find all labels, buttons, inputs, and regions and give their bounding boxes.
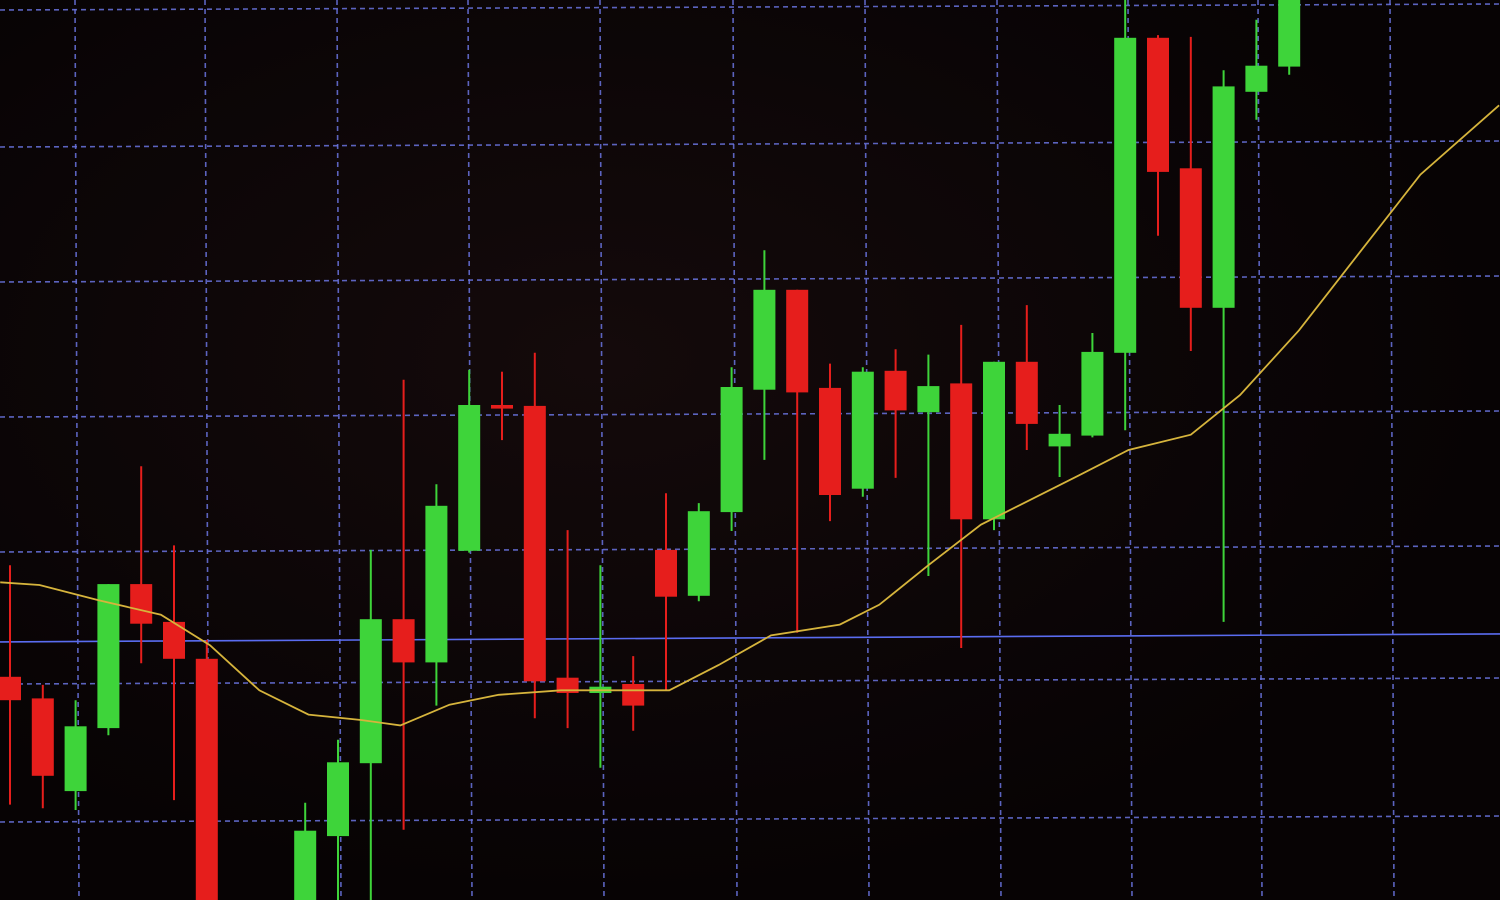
grid-line-vertical xyxy=(599,0,605,900)
candle-body xyxy=(655,549,677,597)
grid-line-horizontal xyxy=(0,140,1500,148)
grid-line-vertical xyxy=(1257,0,1263,900)
candle-body xyxy=(1147,37,1169,172)
candle-up xyxy=(1278,0,1301,75)
candle-down xyxy=(556,530,579,729)
candle-up xyxy=(720,367,743,531)
candle-body xyxy=(950,383,973,520)
candle-down xyxy=(786,289,809,633)
candle-body xyxy=(720,387,743,513)
candle-up xyxy=(97,584,120,736)
candle-up xyxy=(687,503,710,602)
candle-body xyxy=(1048,433,1071,447)
candle-up xyxy=(1212,70,1235,622)
candle-body xyxy=(556,677,579,693)
candle-up xyxy=(753,250,776,460)
candle-up xyxy=(589,565,612,768)
candle-body xyxy=(753,289,776,390)
candle-body xyxy=(97,584,120,729)
candle-up xyxy=(851,367,874,497)
candle-body xyxy=(1278,0,1301,67)
candle-body xyxy=(491,405,513,409)
candle-down xyxy=(0,565,21,805)
candle-up xyxy=(1245,19,1268,120)
candle-down xyxy=(655,493,677,691)
candle-body xyxy=(1081,351,1104,436)
candle-body xyxy=(1114,37,1137,353)
grid-line-horizontal xyxy=(0,677,1500,685)
candle-body xyxy=(458,405,481,551)
candle-up xyxy=(327,739,349,900)
candle-down xyxy=(819,363,841,522)
candle-up xyxy=(64,700,87,810)
candle-up xyxy=(1114,0,1137,431)
candle-body xyxy=(851,371,874,489)
candle-body xyxy=(0,676,21,701)
candle-down xyxy=(1147,35,1169,236)
candle-body xyxy=(622,684,645,706)
candle-up xyxy=(1048,405,1071,477)
candle-body xyxy=(917,386,940,413)
candle-up xyxy=(917,354,940,576)
candle-up xyxy=(294,802,317,900)
candle-down xyxy=(163,545,185,801)
candle-body xyxy=(819,387,841,495)
candle-body xyxy=(1245,65,1268,92)
candle-down xyxy=(622,656,645,731)
grid-line-horizontal xyxy=(0,3,1500,11)
candle-down xyxy=(130,466,153,664)
moving-average-line xyxy=(0,104,1500,727)
candle-up xyxy=(359,549,382,900)
candle-body xyxy=(31,698,54,776)
candle-up xyxy=(425,484,448,706)
grid-line-horizontal xyxy=(0,275,1500,283)
grid-line-horizontal xyxy=(0,545,1500,553)
candle-body xyxy=(195,658,218,900)
candle-body xyxy=(1015,361,1038,424)
candle-body xyxy=(425,505,448,663)
candle-body xyxy=(983,361,1005,520)
candle-down xyxy=(950,324,973,648)
candle-body xyxy=(786,289,809,393)
candle-down xyxy=(1015,305,1038,450)
candle-down xyxy=(31,684,54,809)
candle-body xyxy=(359,619,382,764)
candles xyxy=(0,0,1301,900)
candle-up xyxy=(983,361,1005,531)
reference-line xyxy=(0,633,1500,643)
candle-body xyxy=(1212,86,1235,308)
candle-body xyxy=(163,621,185,659)
candle-body xyxy=(64,726,87,792)
candle-down xyxy=(884,349,907,478)
grid-line-horizontal xyxy=(0,410,1500,418)
candle-body xyxy=(327,762,349,837)
candle-down xyxy=(523,352,546,719)
grid-line-vertical xyxy=(336,0,342,900)
candle-down xyxy=(195,639,218,900)
candle-body xyxy=(884,370,907,411)
candle-body xyxy=(392,619,415,663)
grid-line-horizontal xyxy=(0,815,1500,823)
candle-body xyxy=(130,584,153,624)
candle-body xyxy=(687,511,710,596)
candle-up xyxy=(458,369,481,553)
grid-line-vertical xyxy=(1389,0,1395,900)
candle-down xyxy=(1179,36,1202,351)
candle-body xyxy=(1179,168,1202,308)
candle-body xyxy=(523,405,546,682)
reference-line-layer xyxy=(0,633,1500,643)
candle-up xyxy=(1081,333,1104,438)
moving-average-layer xyxy=(0,104,1500,727)
candle-body xyxy=(294,830,317,900)
candle-down xyxy=(392,379,415,830)
candle-down xyxy=(491,371,513,441)
